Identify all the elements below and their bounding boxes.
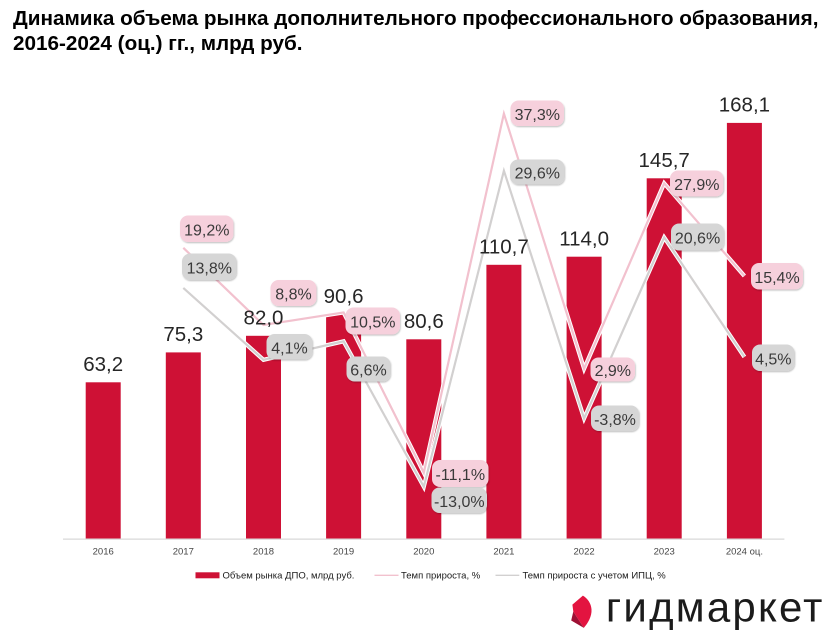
svg-text:2016: 2016 xyxy=(93,547,114,558)
svg-text:2023: 2023 xyxy=(654,547,675,558)
svg-text:75,3: 75,3 xyxy=(163,323,203,346)
svg-text:-13,0%: -13,0% xyxy=(434,494,485,511)
svg-text:4,1%: 4,1% xyxy=(271,341,307,358)
svg-text:2022: 2022 xyxy=(574,547,595,558)
svg-text:2017: 2017 xyxy=(173,547,194,558)
svg-text:8,8%: 8,8% xyxy=(275,287,311,304)
svg-text:Объем рынка ДПО, млрд руб.: Объем рынка ДПО, млрд руб. xyxy=(223,571,355,582)
svg-text:168,1: 168,1 xyxy=(719,94,770,117)
svg-text:2021: 2021 xyxy=(493,547,514,558)
svg-text:90,6: 90,6 xyxy=(324,285,364,308)
svg-text:80,6: 80,6 xyxy=(404,310,444,333)
svg-text:10,5%: 10,5% xyxy=(350,315,395,332)
svg-text:Темп прироста с учетом ИПЦ, %: Темп прироста с учетом ИПЦ, % xyxy=(523,571,667,582)
svg-text:29,6%: 29,6% xyxy=(515,166,560,183)
svg-text:37,3%: 37,3% xyxy=(515,107,560,124)
svg-text:6,6%: 6,6% xyxy=(350,363,386,380)
svg-text:13,8%: 13,8% xyxy=(187,261,232,278)
svg-text:2019: 2019 xyxy=(333,547,354,558)
svg-text:-3,8%: -3,8% xyxy=(594,412,636,429)
svg-text:63,2: 63,2 xyxy=(83,353,123,376)
svg-text:19,2%: 19,2% xyxy=(184,223,229,240)
svg-text:4,5%: 4,5% xyxy=(755,352,791,369)
svg-text:27,9%: 27,9% xyxy=(674,177,719,194)
svg-text:-11,1%: -11,1% xyxy=(436,467,486,484)
svg-text:2,9%: 2,9% xyxy=(595,363,631,380)
svg-text:2020: 2020 xyxy=(413,547,434,558)
svg-text:114,0: 114,0 xyxy=(559,227,609,250)
svg-text:Темп прироста, %: Темп прироста, % xyxy=(401,571,481,582)
svg-text:2018: 2018 xyxy=(253,547,274,558)
svg-text:110,7: 110,7 xyxy=(479,235,529,258)
svg-text:гидмаркет: гидмаркет xyxy=(606,584,825,630)
svg-text:145,7: 145,7 xyxy=(639,149,690,172)
svg-text:2024 оц.: 2024 оц. xyxy=(726,547,763,558)
svg-text:82,0: 82,0 xyxy=(244,306,284,329)
svg-text:15,4%: 15,4% xyxy=(754,270,799,287)
svg-text:20,6%: 20,6% xyxy=(675,231,720,248)
